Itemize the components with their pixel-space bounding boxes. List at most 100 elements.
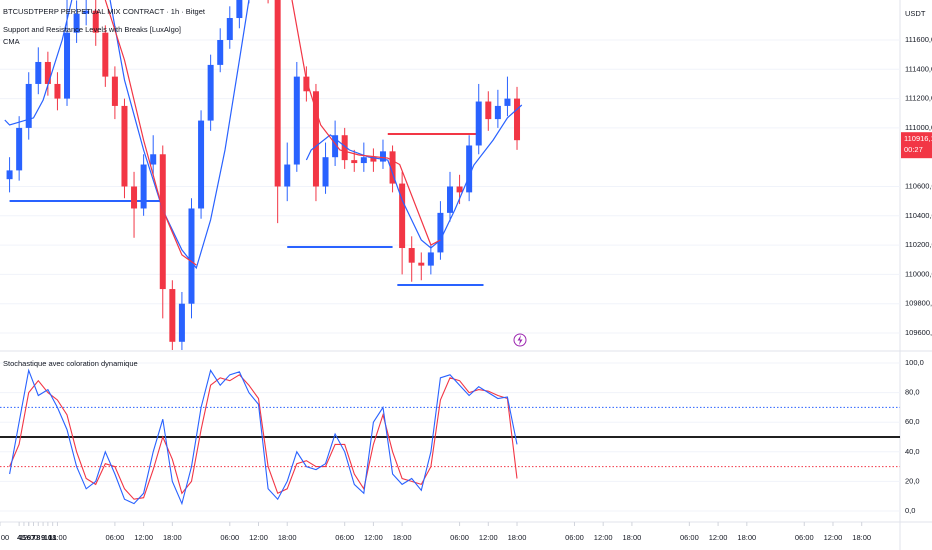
x-tick-label: 06:00 [450, 533, 469, 542]
x-tick-label: 4 [17, 533, 22, 542]
x-tick-label: 11 [49, 533, 57, 542]
candle-body [207, 64, 214, 121]
x-tick-label: 18:00 [623, 533, 642, 542]
candle-body [217, 39, 224, 65]
currency-label: USDT [905, 9, 926, 18]
candle-body [303, 76, 310, 92]
x-tick-label: 7 [31, 533, 35, 542]
candle-body [102, 32, 109, 77]
y-tick-label: 100,0 [905, 358, 924, 367]
candle-body [54, 83, 61, 99]
candle-body [408, 248, 415, 263]
candle-body [121, 105, 128, 187]
y-tick-label: 111400,0 [905, 64, 932, 73]
x-tick-label: 10 [44, 533, 52, 542]
y-tick-label: 109600,0 [905, 328, 932, 337]
candle-body [322, 157, 329, 187]
candle-body [466, 145, 473, 193]
event-icon-bolt [517, 335, 523, 345]
y-tick-label: 80,0 [905, 388, 920, 397]
y-tick-label: 111000,0 [905, 123, 932, 132]
candle-body [494, 105, 501, 120]
axes: 111600,0 111400,0 111200,0 111000,0 110600,0… [0, 35, 932, 542]
x-tick-label: 12:00 [594, 533, 613, 542]
candle-body [236, 0, 243, 19]
x-tick-label: 6 [27, 533, 31, 542]
x-tick-label: 9 [41, 533, 45, 542]
x-tick-label: 5 [22, 533, 26, 542]
candle-body [475, 101, 482, 146]
oscillator-title: Stochastique avec coloration dynamique [3, 359, 138, 368]
candle-body [16, 127, 23, 171]
candle-body [379, 151, 386, 162]
x-tick-label: 18:00 [393, 533, 412, 542]
x-tick-label: 00 [1, 533, 9, 542]
x-tick-label: 12:00 [134, 533, 153, 542]
candle-body [44, 61, 51, 84]
x-tick-label: 12:00 [249, 533, 268, 542]
oscillator-line [9, 374, 518, 500]
oscillator-pane [0, 362, 900, 512]
candle-body [312, 91, 319, 187]
candle-body [188, 208, 195, 304]
x-tick-label: 18:00 [852, 533, 871, 542]
candle-body [284, 164, 291, 187]
y-tick-label: 109800,0 [905, 299, 932, 308]
candle-body [25, 83, 32, 128]
x-tick-label: 12:00 [824, 533, 843, 542]
y-tick-label: 110600,0 [905, 181, 932, 190]
candle-body [485, 101, 492, 120]
candle-body [178, 303, 185, 342]
x-tick-label: 06:00 [565, 533, 584, 542]
countdown-label: 00:27 [904, 145, 923, 154]
candle-body [427, 252, 434, 266]
y-tick-label: 20,0 [905, 476, 920, 485]
candle-body [447, 186, 453, 213]
moving-average [104, 0, 441, 266]
moving-average [4, 0, 523, 270]
x-tick-label: 12:00 [19, 533, 38, 542]
candle-body [226, 18, 233, 40]
y-tick-label: 110400,0 [905, 211, 932, 220]
x-tick-label: 8 [36, 533, 40, 542]
candle-body [73, 13, 80, 33]
candle-body [360, 157, 367, 164]
x-tick-label: 18:00 [278, 533, 297, 542]
last-price-label: 110916,1 [904, 134, 932, 143]
y-tick-label: 110000,0 [905, 269, 932, 278]
candle-body [274, 0, 281, 187]
x-tick-label: 06:00 [680, 533, 699, 542]
y-tick-label: 111600,0 [905, 35, 932, 44]
candle-body [131, 186, 138, 209]
x-tick-label: 06:00 [335, 533, 354, 542]
candle-body [159, 154, 166, 290]
candle-body [150, 154, 157, 165]
candle-body [351, 160, 358, 164]
candle-body [140, 164, 147, 209]
x-tick-label: 18:00 [508, 533, 527, 542]
x-tick-label: 06:00 [220, 533, 239, 542]
symbol-title: BTCUSDTPERP PERPETUAL MIX CONTRACT · 1h … [3, 7, 206, 16]
candle-body [341, 135, 348, 161]
price-pane [0, 0, 900, 350]
candle-body [456, 186, 463, 193]
y-tick-label: 110200,0 [905, 240, 932, 249]
x-tick-label: 06:00 [795, 533, 814, 542]
x-tick-label: 18:00 [737, 533, 756, 542]
candle-body [418, 262, 425, 266]
x-tick-label: 12:00 [709, 533, 728, 542]
candle-body [389, 151, 396, 184]
y-tick-label: 60,0 [905, 417, 920, 426]
x-tick-label: 18:00 [163, 533, 182, 542]
x-tick-label: 06:00 [106, 533, 125, 542]
candle-body [83, 10, 90, 14]
candle-body [504, 98, 511, 106]
candle-body [198, 120, 205, 209]
y-tick-label: 0,0 [905, 506, 915, 515]
candle-body [514, 98, 521, 141]
x-tick-label: 12:00 [479, 533, 498, 542]
candle-body [399, 183, 406, 249]
